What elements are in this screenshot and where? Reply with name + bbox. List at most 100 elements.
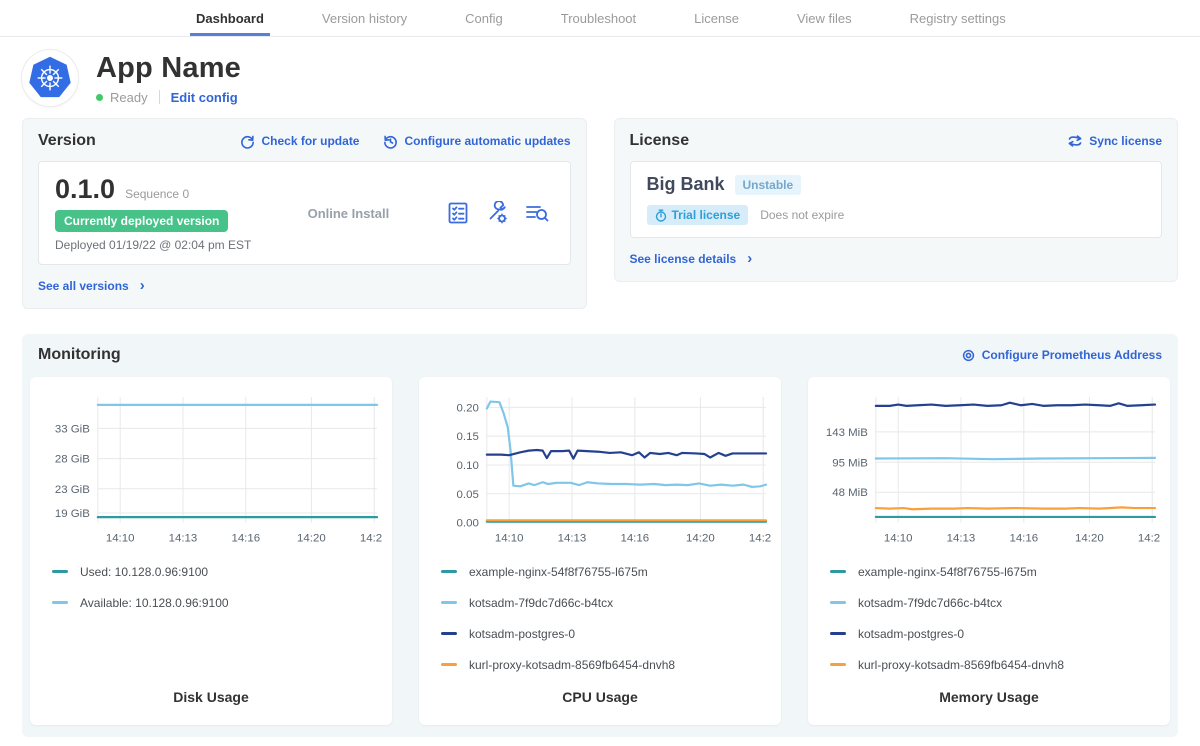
check-for-update-link[interactable]: Check for update [240,134,359,149]
legend-label: example-nginx-54f8f76755-l675m [469,564,648,579]
legend-item: kurl-proxy-kotsadm-8569fb6454-dnvh8 [830,658,1160,672]
svg-text:0.05: 0.05 [457,489,479,501]
see-license-details-link[interactable]: See license details [630,251,753,268]
deployed-timestamp: Deployed 01/19/22 @ 02:04 pm EST [55,238,252,252]
tab-view-files[interactable]: View files [796,10,852,26]
svg-text:28 GiB: 28 GiB [55,454,90,466]
svg-text:14:16: 14:16 [1009,533,1038,545]
legend-dash-icon [52,601,68,605]
tab-troubleshoot[interactable]: Troubleshoot [560,10,637,26]
top-navigation: Dashboard Version history Config Trouble… [0,0,1200,37]
legend-item: kurl-proxy-kotsadm-8569fb6454-dnvh8 [441,658,771,672]
wrench-gear-icon [489,200,507,224]
sync-license-link[interactable]: Sync license [1067,134,1162,148]
customer-name: Big Bank [646,174,725,194]
currently-deployed-badge: Currently deployed version [55,210,229,232]
legend-label: kotsadm-postgres-0 [858,626,965,641]
legend-item: kotsadm-7f9dc7d66c-b4tcx [441,596,771,610]
svg-text:14:23: 14:23 [1138,533,1160,545]
tab-config[interactable]: Config [465,10,503,26]
svg-text:14:20: 14:20 [297,533,326,545]
install-type-label: Online Install [307,205,390,221]
svg-text:0.15: 0.15 [457,431,479,443]
legend-dash-icon [441,601,457,605]
legend-item: kotsadm-postgres-0 [830,627,1160,641]
cpu-usage-chart: 14:10 14:13 14:16 14:20 14:23 0.00 0.05 0.10 0.1… [429,391,771,549]
configure-automatic-updates-link[interactable]: Configure automatic updates [383,134,571,149]
cpu-usage-card: 14:10 14:13 14:16 14:20 14:23 0.00 0.05 0.10 0.1… [419,377,781,725]
disk-usage-title: Disk Usage [173,688,249,705]
legend-dash-icon [830,570,846,574]
legend-label: kotsadm-postgres-0 [469,626,576,641]
svg-text:0.10: 0.10 [457,460,479,472]
charts-row: 14:10 14:13 14:16 14:20 14:23 19 GiB 23 GiB 28 … [30,377,1170,725]
svg-text:14:16: 14:16 [620,533,649,545]
ready-status-dot-icon [96,93,103,101]
stopwatch-icon [655,209,666,222]
cpu-usage-title: CPU Usage [562,688,638,705]
memory-usage-title: Memory Usage [939,688,1039,705]
kubernetes-logo-icon [22,50,78,106]
version-number: 0.1.0 [55,174,116,204]
configure-prometheus-link[interactable]: Configure Prometheus Address [961,348,1162,363]
svg-text:14:20: 14:20 [1075,533,1104,545]
view-deploy-logs-button[interactable] [524,201,550,225]
legend-label: kurl-proxy-kotsadm-8569fb6454-dnvh8 [469,657,676,672]
disk-usage-chart: 14:10 14:13 14:16 14:20 14:23 19 GiB 23 GiB 28 … [40,391,382,549]
expiry-text: Does not expire [760,208,845,222]
tab-dashboard[interactable]: Dashboard [190,0,270,36]
svg-text:143 MiB: 143 MiB [826,427,868,439]
channel-badge: Unstable [734,174,802,195]
svg-text:14:20: 14:20 [686,533,715,545]
svg-text:14:13: 14:13 [947,533,976,545]
disk-usage-card: 14:10 14:13 14:16 14:20 14:23 19 GiB 23 GiB 28 … [30,377,392,725]
legend-item: example-nginx-54f8f76755-l675m [441,565,771,579]
svg-text:0.20: 0.20 [457,402,479,414]
svg-text:14:23: 14:23 [360,533,382,545]
svg-text:14:23: 14:23 [749,533,771,545]
current-version-card: 0.1.0 Sequence 0 Currently deployed vers… [38,161,571,265]
tab-version-history[interactable]: Version history [321,10,408,26]
svg-text:0.00: 0.00 [457,518,479,530]
legend-label: Available: 10.128.0.96:9100 [80,595,229,610]
legend-dash-icon [830,632,846,636]
divider [158,90,160,104]
legend-item: example-nginx-54f8f76755-l675m [830,565,1160,579]
edit-config-link[interactable]: Edit config [170,89,238,105]
svg-text:33 GiB: 33 GiB [55,423,90,435]
legend-dash-icon [830,601,846,605]
sequence-label: Sequence 0 [125,187,190,201]
svg-text:14:13: 14:13 [558,533,587,545]
svg-text:48 MiB: 48 MiB [832,487,868,499]
legend-label: kotsadm-7f9dc7d66c-b4tcx [469,595,614,610]
legend-label: kurl-proxy-kotsadm-8569fb6454-dnvh8 [858,657,1065,672]
preflight-checklist-icon [448,202,467,224]
svg-text:14:13: 14:13 [169,533,198,545]
legend-dash-icon [441,632,457,636]
app-header: App Name Ready Edit config [0,37,1200,106]
tab-registry-settings[interactable]: Registry settings [909,10,1006,26]
app-status-text: Ready [110,89,148,105]
svg-text:14:10: 14:10 [106,533,135,545]
legend-label: kotsadm-7f9dc7d66c-b4tcx [858,595,1003,610]
clock-arrow-icon [384,135,398,149]
edit-config-values-button[interactable] [485,200,509,225]
app-title: App Name [96,51,242,84]
preflight-checks-button[interactable] [446,201,470,225]
memory-usage-chart: 14:10 14:13 14:16 14:20 14:23 48 MiB 95 MiB 143… [818,391,1160,549]
license-panel: License Sync license Big Bank Unstable T… [613,118,1178,282]
trial-license-badge: Trial license [646,205,749,225]
license-details-card: Big Bank Unstable Trial license Does not… [629,161,1162,238]
see-all-versions-link[interactable]: See all versions [38,278,145,295]
legend-label: example-nginx-54f8f76755-l675m [858,564,1037,579]
legend-item: kotsadm-7f9dc7d66c-b4tcx [830,596,1160,610]
legend-item: Available: 10.128.0.96:9100 [52,596,382,610]
license-panel-title: License [629,132,690,149]
legend-item: kotsadm-postgres-0 [441,627,771,641]
sync-arrows-icon [1068,135,1082,147]
legend-dash-icon [441,570,457,574]
svg-text:14:10: 14:10 [495,533,524,545]
gear-icon [962,349,974,361]
version-panel-title: Version [38,132,96,149]
tab-license[interactable]: License [694,10,739,26]
